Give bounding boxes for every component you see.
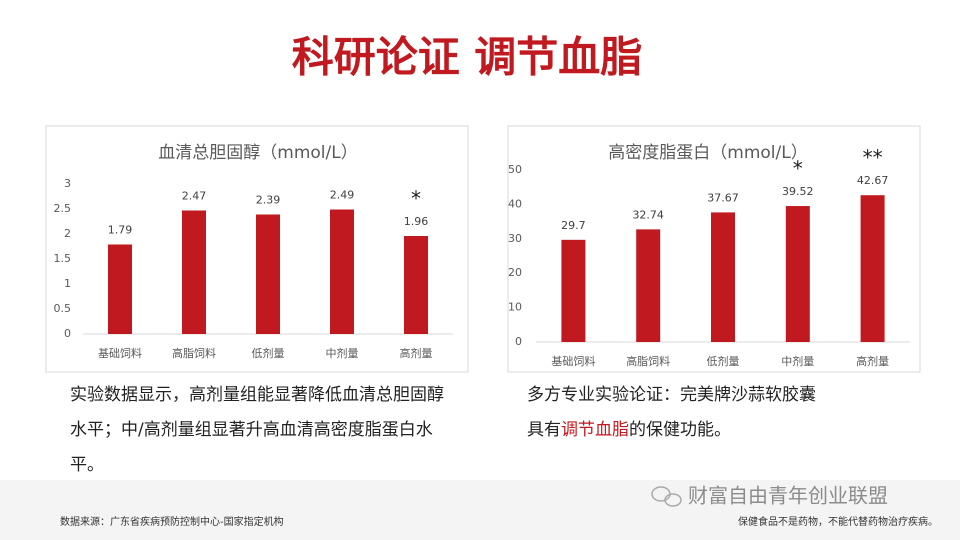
value-label: 29.7 — [561, 219, 586, 232]
chart-title: 血清总胆固醇（mmol/L） — [158, 143, 357, 163]
value-label: 2.49 — [330, 189, 355, 202]
watermark: 财富自由青年创业联盟 — [688, 484, 888, 508]
caption-highlight: 调节血脂 — [561, 420, 629, 440]
bar — [256, 214, 280, 334]
bar — [636, 229, 661, 342]
x-tick-label: 高脂饲料 — [626, 354, 670, 368]
significance-mark: ** — [863, 146, 883, 170]
value-label: 2.47 — [182, 190, 207, 203]
x-tick-label: 低剂量 — [707, 354, 740, 368]
y-tick-label: 2 — [64, 227, 71, 240]
y-tick-label: 10 — [508, 301, 522, 314]
bar — [404, 236, 428, 334]
significance-mark: * — [411, 187, 421, 211]
bar — [711, 212, 735, 342]
x-tick-label: 中剂量 — [326, 346, 359, 360]
x-tick-label: 基础饲料 — [98, 346, 142, 360]
bar — [330, 209, 354, 334]
wechat-icon — [651, 486, 682, 507]
caption-text: 的保健功能。 — [629, 420, 731, 440]
x-tick-label: 高脂饲料 — [172, 346, 216, 360]
y-tick-label: 2.5 — [54, 202, 72, 215]
x-tick-label: 高剂量 — [400, 346, 433, 360]
footer-band — [0, 480, 960, 540]
y-tick-label: 30 — [508, 232, 522, 245]
y-tick-label: 3 — [64, 177, 71, 190]
value-label: 2.39 — [256, 194, 281, 207]
value-label: 1.79 — [108, 224, 133, 237]
significance-mark: * — [793, 157, 803, 181]
caption-right: 多方专业实验论证：完美牌沙蒜软胶囊具有调节血脂的保健功能。 — [527, 378, 827, 448]
value-label: 37.67 — [707, 191, 739, 204]
chart-title: 高密度脂蛋白（mmol/L） — [608, 143, 807, 163]
x-tick-label: 中剂量 — [781, 354, 814, 368]
value-label: 39.52 — [782, 185, 814, 198]
y-tick-label: 0 — [64, 327, 71, 340]
bar — [182, 210, 206, 334]
x-tick-label: 基础饲料 — [551, 354, 595, 368]
bar — [785, 206, 810, 342]
bar — [860, 195, 885, 342]
value-label: 32.74 — [632, 208, 664, 221]
slide-title: 科研论证 调节血脂 — [292, 33, 643, 82]
x-tick-label: 低剂量 — [252, 346, 285, 360]
y-tick-label: 40 — [508, 197, 522, 210]
value-label: 42.67 — [857, 174, 889, 187]
y-tick-label: 0 — [515, 335, 522, 348]
bar — [561, 239, 586, 342]
disclaimer: 保健食品不是药物，不能代替药物治疗疾病。 — [738, 515, 938, 528]
y-tick-label: 50 — [508, 163, 522, 176]
caption-left: 实验数据显示，高剂量组能显著降低血清总胆固醇水平；中/高剂量组显著升高血清高密度… — [70, 385, 444, 475]
y-tick-label: 20 — [508, 266, 522, 279]
x-tick-label: 高剂量 — [856, 354, 889, 368]
y-tick-label: 1 — [64, 277, 71, 290]
source-note: 数据来源：广东省疾病预防控制中心-国家指定机构 — [60, 515, 284, 528]
y-tick-label: 0.5 — [54, 302, 72, 315]
bar — [108, 244, 132, 334]
y-tick-label: 1.5 — [54, 252, 72, 265]
caption-text: 多方专业实验论证：完美牌沙蒜软胶囊具有 — [527, 385, 816, 440]
value-label: 1.96 — [404, 215, 429, 228]
